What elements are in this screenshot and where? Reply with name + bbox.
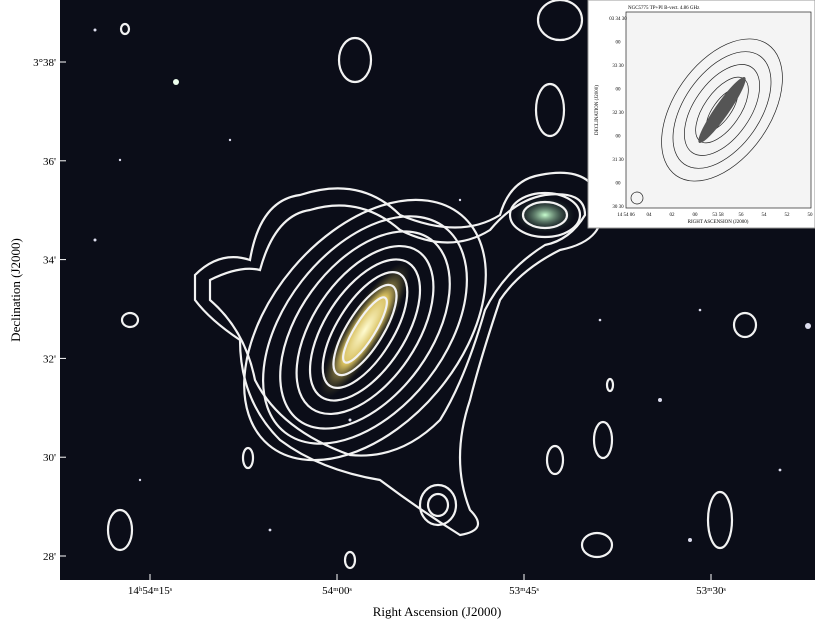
inset-y-tick-label: 30 30 xyxy=(612,205,624,210)
inset-x-tick-label: 52 xyxy=(785,213,791,218)
inset-y-tick-label: 00 xyxy=(616,182,622,187)
y-axis-label: Declination (J2000) xyxy=(8,238,23,342)
inset-y-tick-label: 00 xyxy=(616,88,622,93)
y-tick-label: 34' xyxy=(43,255,56,267)
inset-y-tick-label: 03 34 30 xyxy=(609,17,627,22)
x-axis-label: Right Ascension (J2000) xyxy=(373,604,502,619)
inset-y-tick-label: 32 30 xyxy=(612,111,624,116)
inset-x-tick-label: 02 xyxy=(670,213,676,218)
inset-x-tick-label: 00 xyxy=(693,213,699,218)
y-tick-label: 36' xyxy=(43,156,56,168)
y-tick-label: 32' xyxy=(43,353,56,365)
inset-x-tick-label: 56 xyxy=(739,213,745,218)
y-tick-label: 30' xyxy=(43,452,56,464)
x-tick-label: 14ʰ54ᵐ15ˢ xyxy=(128,585,173,597)
x-tick-label: 53ᵐ30ˢ xyxy=(696,585,726,597)
y-tick-label: 28' xyxy=(43,551,56,563)
inset-y-tick-label: 31 30 xyxy=(612,158,624,163)
inset-x-tick-label: 14 54 06 xyxy=(617,213,635,218)
x-tick-label: 53ᵐ45ˢ xyxy=(509,585,539,597)
page: 3°38' 36' 34' 32' 30' 28' 14ʰ54ᵐ15ˢ 54ᵐ00ˢ 53ᵐ45… xyxy=(0,0,815,626)
inset-x-tick-label: 53 58 xyxy=(712,213,724,218)
inset-y-label: DECLINATION (J2000) xyxy=(595,85,600,135)
inset-x-label: RIGHT ASCENSION (J2000) xyxy=(688,220,749,225)
y-tick-label: 3°38' xyxy=(33,57,56,69)
inset-x-tick-label: 50 xyxy=(808,213,814,218)
inset-y-tick-label: 33 30 xyxy=(612,64,624,69)
inset-x-tick-label: 54 xyxy=(762,213,768,218)
x-tick-label: 54ᵐ00ˢ xyxy=(322,585,352,597)
inset-y-tick-label: 00 xyxy=(616,41,622,46)
inset-x-tick-label: 04 xyxy=(647,213,653,218)
inset-title: NGC5775 TP+PI B-vect. 4.86 GHz xyxy=(628,6,700,11)
inset-y-tick-label: 00 xyxy=(616,135,622,140)
figure: 3°38' 36' 34' 32' 30' 28' 14ʰ54ᵐ15ˢ 54ᵐ00ˢ 53ᵐ45… xyxy=(0,0,815,626)
